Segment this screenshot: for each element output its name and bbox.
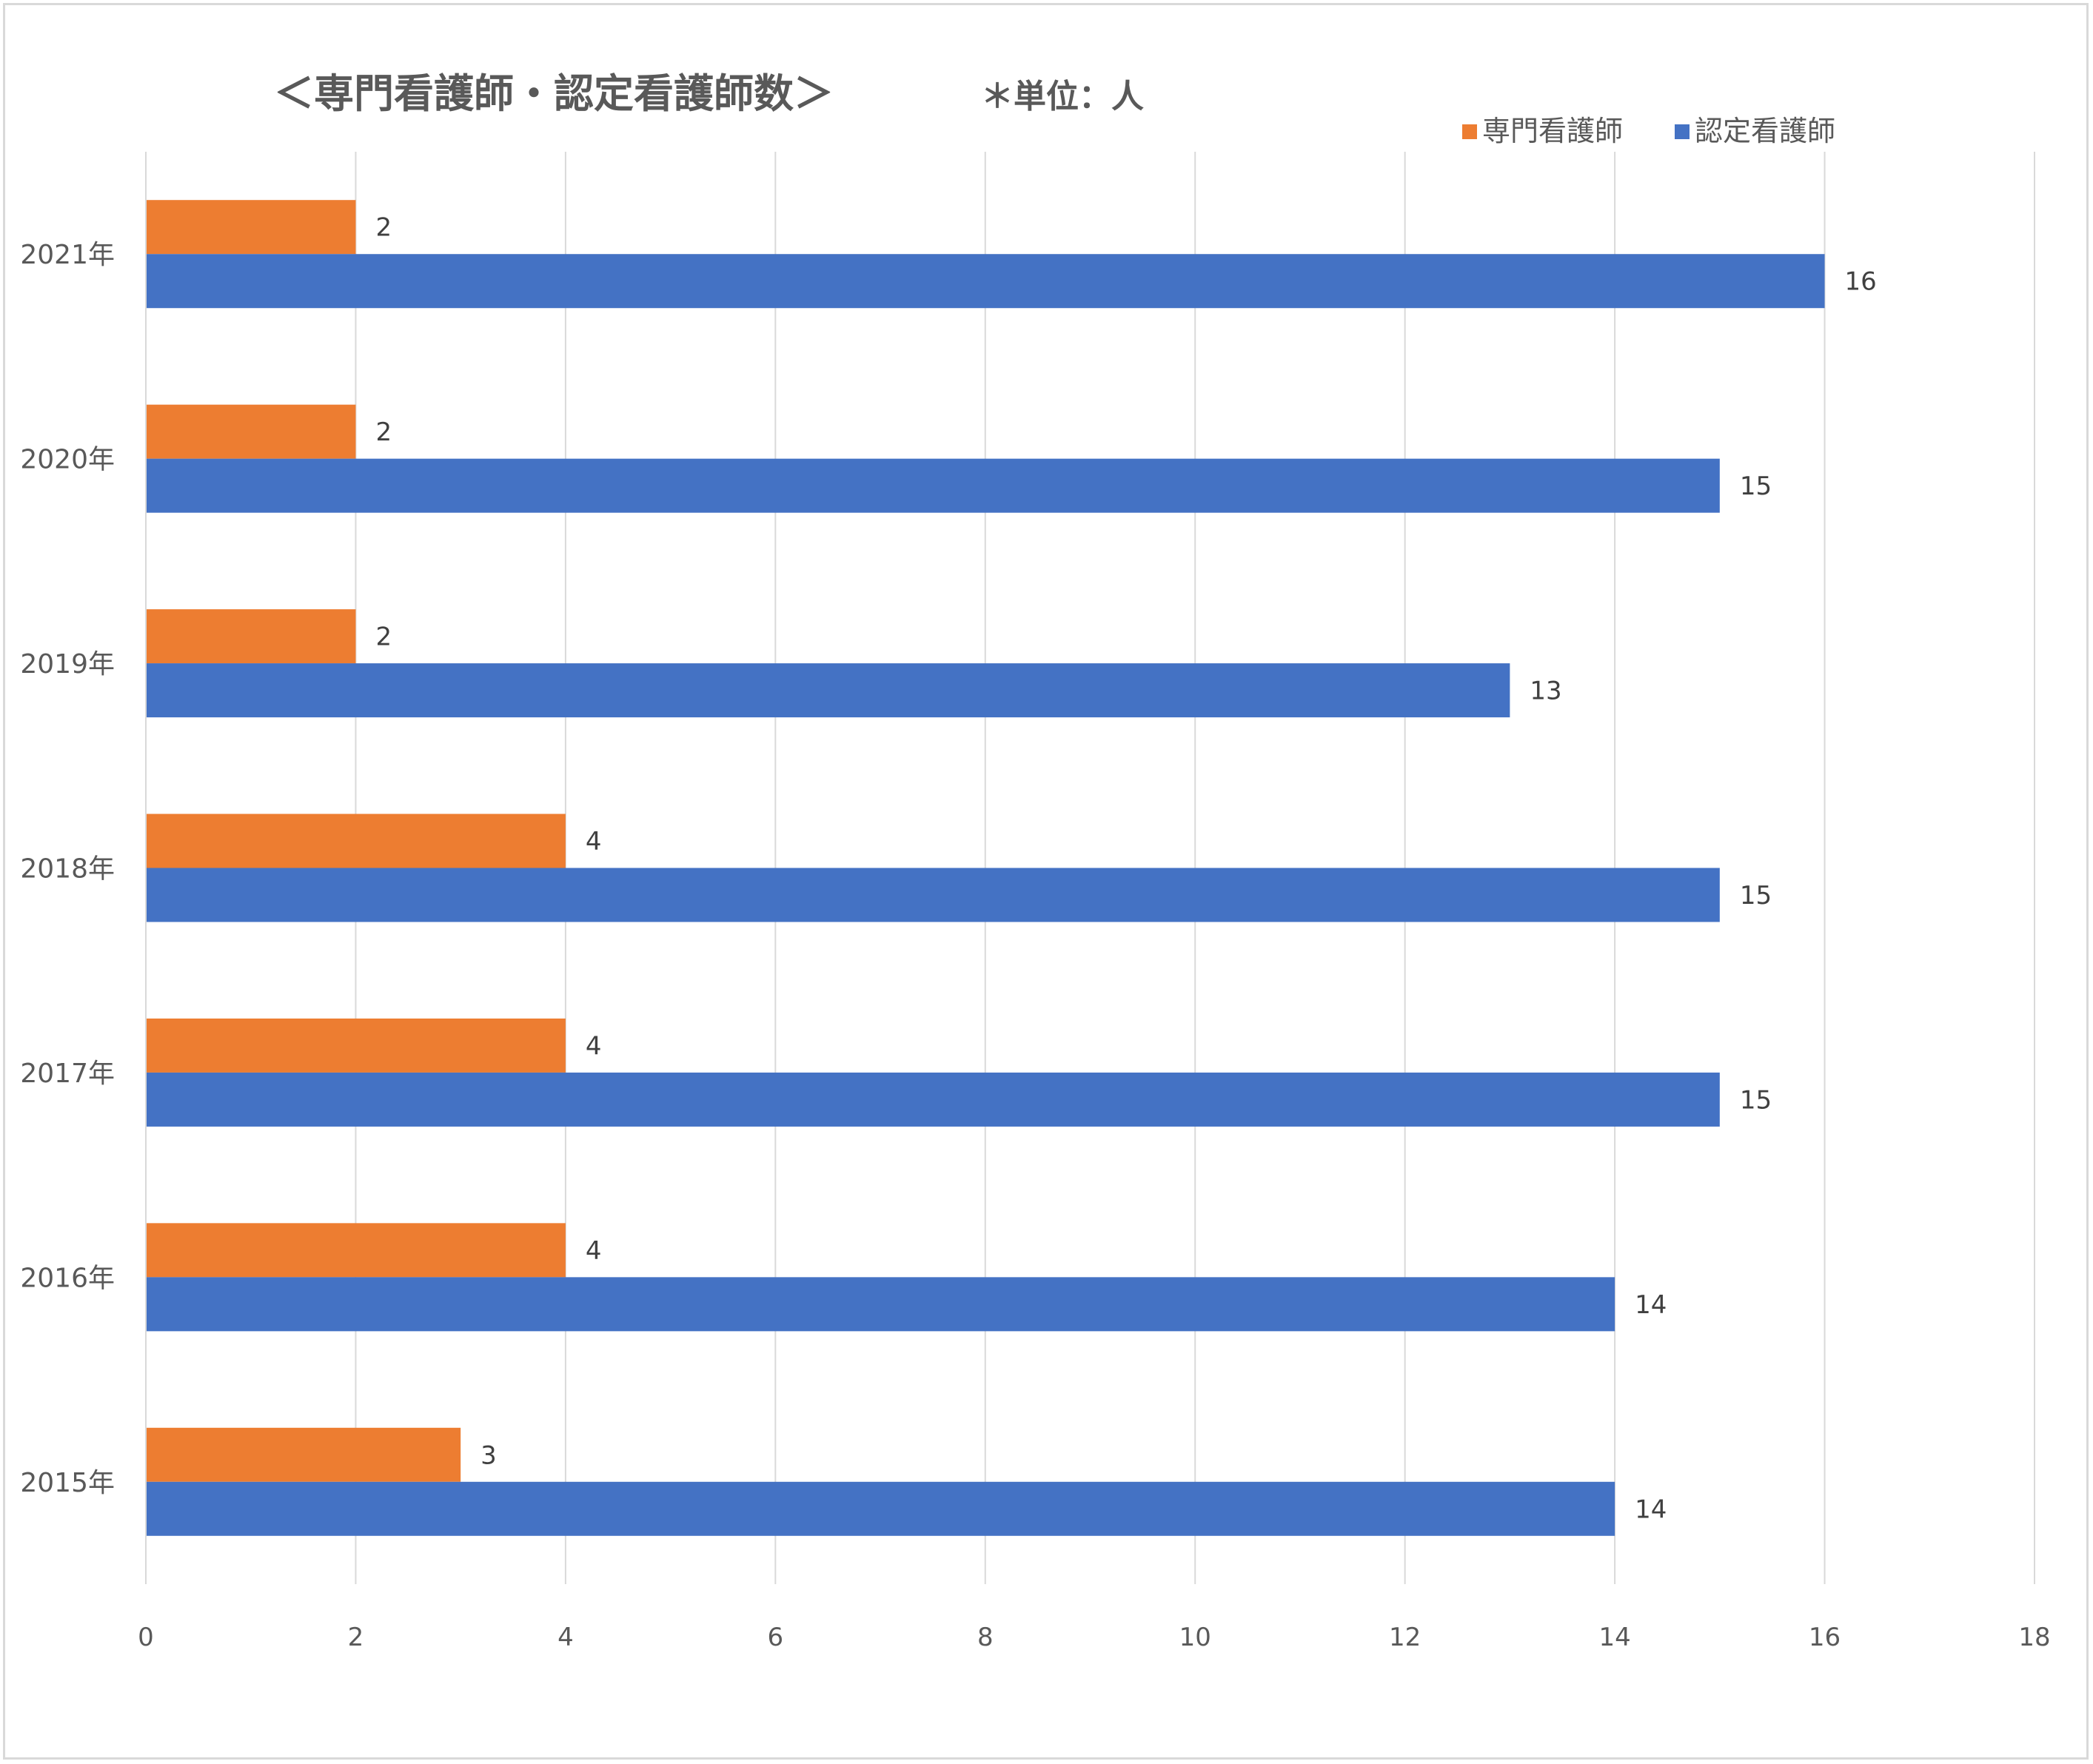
bar-senmon-6 [146,1427,461,1482]
y-tick-label: 2021年 [20,240,115,270]
data-label: 13 [1530,677,1561,706]
chart-title: ＜専門看護師・認定看護師数＞ [274,70,834,117]
bar-nintei-2 [146,663,1510,718]
data-label: 16 [1845,267,1877,297]
bar-nintei-4 [146,1072,1720,1127]
legend-label: 専門看護師 [1482,115,1623,147]
x-tick-label: 18 [2018,1623,2050,1652]
x-tick-label: 0 [138,1623,154,1652]
data-label: 15 [1740,881,1772,910]
x-tick-label: 12 [1389,1623,1421,1652]
data-label: 14 [1635,1290,1667,1320]
bar-senmon-1 [146,404,356,459]
bar-senmon-4 [146,1018,566,1073]
axes: 0 2 4 6 8 10 12 14 16 18 2021年 2020年 2019年 2018年 2017年… [20,152,2051,1652]
bar-senmon-5 [146,1223,566,1278]
bar-senmon-3 [146,814,566,868]
bar-senmon-2 [146,609,356,664]
legend-swatch-nintei [1675,124,1690,139]
y-tick-label: 2019年 [20,649,115,680]
x-tick-label: 4 [557,1623,574,1652]
legend-swatch-senmon [1462,124,1477,139]
bar-nintei-1 [146,458,1720,513]
unit-note: ＊単位：人 [981,78,1144,115]
data-label: 4 [586,1236,602,1266]
data-label: 15 [1740,1085,1772,1115]
x-tick-label: 16 [1809,1623,1841,1652]
data-label: 14 [1635,1495,1667,1524]
data-label: 15 [1740,472,1772,501]
bar-nintei-0 [146,254,1825,309]
data-label: 2 [375,213,392,243]
legend-label: 認定看護師 [1695,115,1835,147]
x-tick-label: 2 [348,1623,364,1652]
data-label: 3 [480,1441,497,1470]
x-tick-label: 14 [1598,1623,1630,1652]
y-tick-label: 2015年 [20,1468,115,1498]
data-labels: 2 16 2 15 2 13 4 15 4 15 4 14 3 14 [375,213,1876,1525]
bar-senmon-0 [146,200,356,255]
bars [146,200,1825,1536]
y-tick-label: 2020年 [20,445,115,475]
x-tick-label: 6 [768,1623,784,1652]
data-label: 4 [586,827,602,856]
legend: 専門看護師 認定看護師 [1462,115,1835,147]
y-tick-label: 2018年 [20,854,115,885]
x-tick-label: 10 [1179,1623,1211,1652]
x-tick-label: 8 [977,1623,994,1652]
data-label: 4 [586,1031,602,1061]
bar-nintei-3 [146,868,1720,922]
data-label: 2 [375,623,392,652]
y-tick-label: 2017年 [20,1059,115,1089]
y-tick-label: 2016年 [20,1263,115,1293]
bar-nintei-6 [146,1481,1615,1536]
bar-nintei-5 [146,1277,1615,1332]
data-label: 2 [375,417,392,447]
